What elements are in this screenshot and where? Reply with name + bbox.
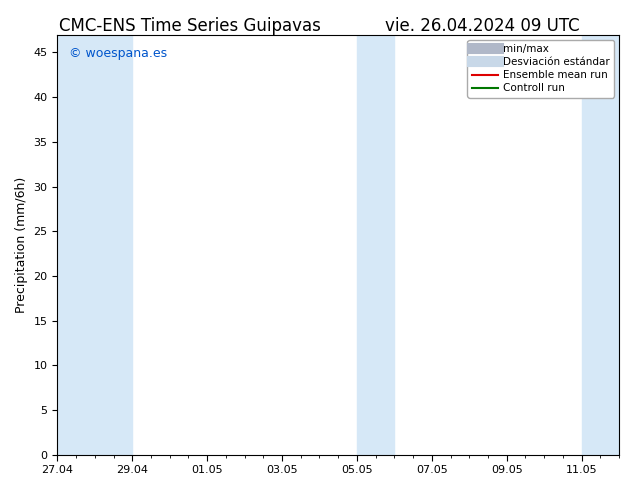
Y-axis label: Precipitation (mm/6h): Precipitation (mm/6h) <box>15 176 28 313</box>
Bar <box>581 35 634 455</box>
Text: CMC-ENS Time Series Guipavas: CMC-ENS Time Series Guipavas <box>59 17 321 35</box>
Legend: min/max, Desviación estándar, Ensemble mean run, Controll run: min/max, Desviación estándar, Ensemble m… <box>467 40 614 98</box>
Text: vie. 26.04.2024 09 UTC: vie. 26.04.2024 09 UTC <box>385 17 579 35</box>
Bar <box>58 35 133 455</box>
Bar <box>357 35 394 455</box>
Text: © woespana.es: © woespana.es <box>68 47 167 60</box>
